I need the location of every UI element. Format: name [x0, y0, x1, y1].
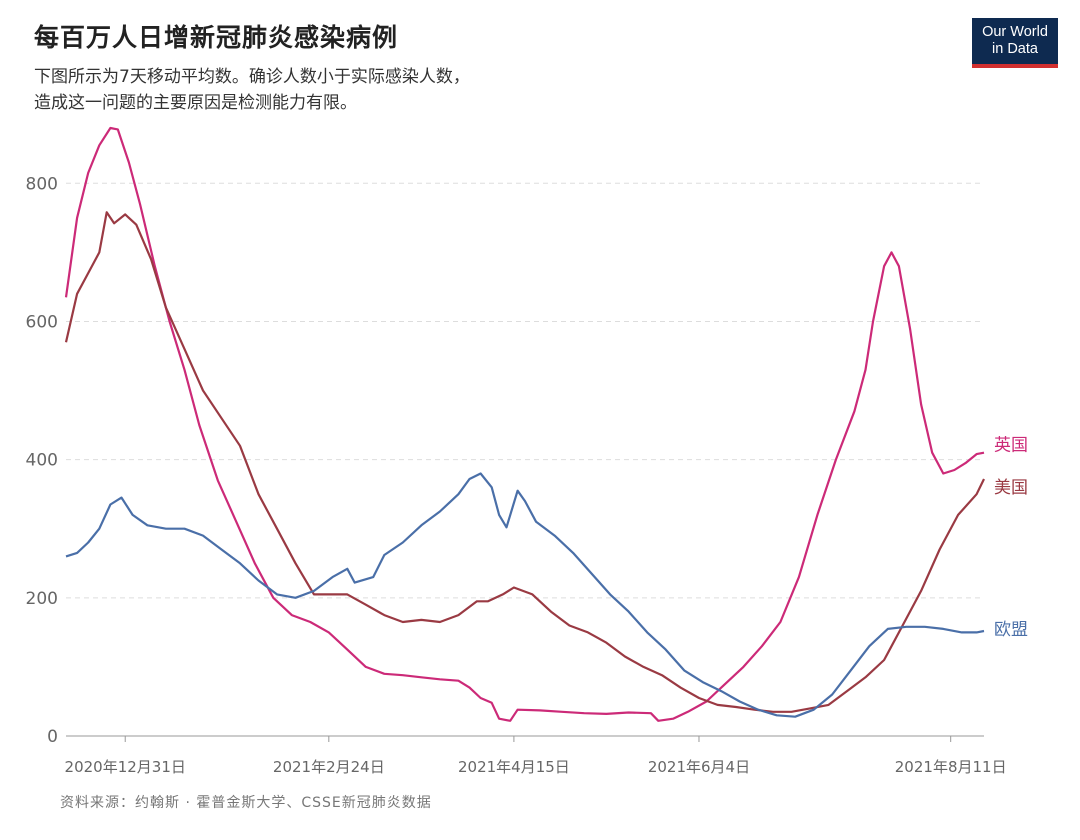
series-label: 英国 — [994, 436, 1028, 456]
series-line — [65, 472, 985, 718]
subtitle-line-2: 造成这一问题的主要原因是检测能力有限。 — [34, 93, 357, 113]
y-tick-label: 0 — [47, 727, 58, 747]
x-tick-label: 2020年12月31日 — [65, 758, 186, 776]
x-tick-label: 2021年6月4日 — [648, 758, 750, 776]
series-line — [64, 211, 985, 713]
owid-logo[interactable]: Our World in Data — [972, 18, 1058, 68]
subtitle-line-1: 下图所示为7天移动平均数。确诊人数小于实际感染人数， — [34, 67, 470, 87]
x-tick-label: 2021年2月24日 — [273, 758, 385, 776]
x-tick-label: 2021年4月15日 — [458, 758, 570, 776]
y-tick-label: 400 — [26, 451, 58, 471]
y-tick-label: 600 — [26, 312, 58, 332]
logo-line-1: Our World — [982, 24, 1048, 40]
source-note: 资料来源：约翰斯 · 霍普金斯大学、CSSE新冠肺炎数据 — [60, 795, 432, 811]
series-line — [64, 126, 985, 722]
logo-accent-bar — [972, 64, 1058, 68]
series-label: 欧盟 — [994, 620, 1028, 640]
series-label: 美国 — [994, 478, 1028, 498]
x-tick-label: 2021年8月11日 — [895, 758, 1007, 776]
logo-line-2: in Data — [992, 41, 1038, 57]
chart-title: 每百万人日增新冠肺炎感染病例 — [34, 23, 399, 52]
y-tick-label: 200 — [26, 589, 58, 609]
chart-subtitle: 下图所示为7天移动平均数。确诊人数小于实际感染人数， 造成这一问题的主要原因是检… — [34, 64, 470, 116]
y-tick-label: 800 — [26, 174, 58, 194]
